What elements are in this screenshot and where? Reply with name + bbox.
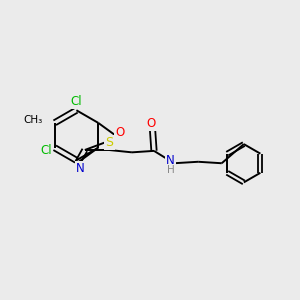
Text: S: S (106, 136, 113, 149)
Text: O: O (146, 117, 156, 130)
Text: Cl: Cl (70, 95, 82, 108)
Text: N: N (166, 154, 175, 167)
Text: Cl: Cl (40, 144, 52, 157)
Text: CH₃: CH₃ (23, 116, 42, 125)
Text: H: H (167, 165, 174, 175)
Text: N: N (76, 162, 85, 175)
Text: O: O (115, 126, 124, 139)
